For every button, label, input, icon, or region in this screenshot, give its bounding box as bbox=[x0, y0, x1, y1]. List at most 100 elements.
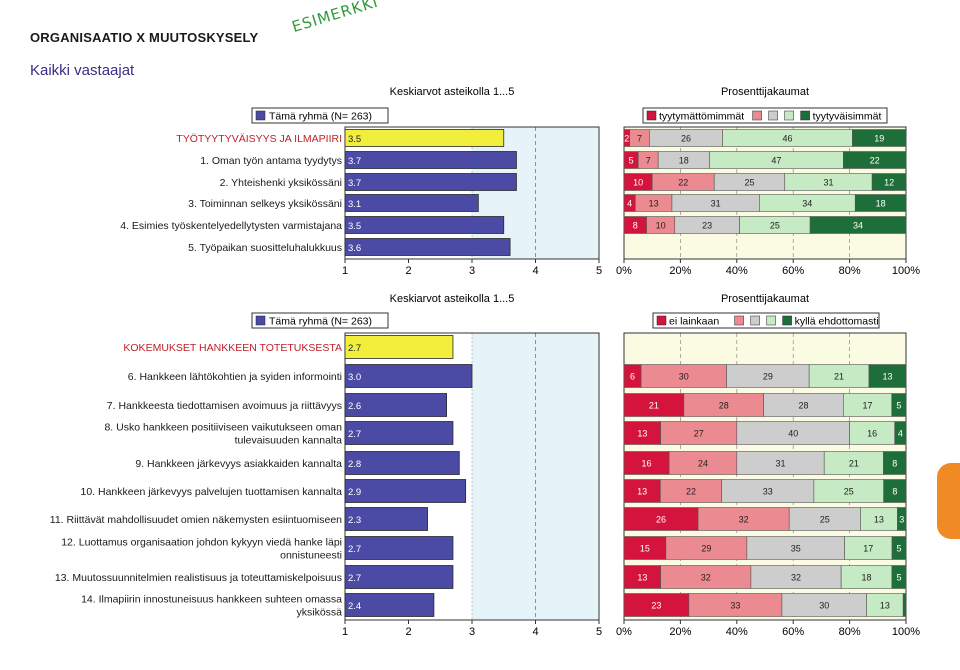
mean-value-label: 2.7 bbox=[348, 429, 361, 440]
x-tick-label: 3 bbox=[469, 265, 475, 277]
mean-bar bbox=[344, 194, 479, 212]
percent-label: 4 bbox=[898, 429, 903, 439]
legend-label: Tämä ryhmä (N= 263) bbox=[269, 316, 372, 328]
percent-label: 29 bbox=[763, 372, 773, 382]
percent-label: 23 bbox=[702, 221, 712, 231]
percent-label: 31 bbox=[823, 178, 833, 188]
percent-label: 24 bbox=[698, 459, 708, 469]
category-label: 12. Luottamus organisaation johdon kykyy… bbox=[61, 537, 342, 549]
mean-bar bbox=[344, 151, 517, 169]
mean-bar bbox=[344, 421, 454, 445]
percent-label: 31 bbox=[776, 459, 786, 469]
percent-label: 47 bbox=[771, 156, 781, 166]
percent-label: 5 bbox=[897, 544, 902, 554]
percent-label: 26 bbox=[656, 515, 666, 525]
percent-label: 30 bbox=[819, 601, 829, 611]
percent-label: 10 bbox=[656, 221, 666, 231]
legend-label: Tämä ryhmä (N= 263) bbox=[269, 111, 372, 123]
side-tab-marker[interactable] bbox=[937, 463, 960, 539]
legend-swatch bbox=[766, 315, 776, 326]
percent-label: 34 bbox=[853, 221, 863, 231]
mean-value-label: 2.7 bbox=[348, 544, 361, 555]
category-label: 11. Riittävät mahdollisuudet omien näkem… bbox=[50, 514, 342, 526]
mean-value-label: 3.5 bbox=[348, 134, 361, 145]
percent-label: 25 bbox=[744, 178, 754, 188]
percent-segment bbox=[891, 565, 907, 589]
mean-value-label: 2.4 bbox=[348, 601, 361, 612]
legend-swatch bbox=[752, 110, 762, 121]
mean-value-label: 2.7 bbox=[348, 343, 361, 354]
chart-title: Keskiarvot asteikolla 1...5 bbox=[390, 293, 515, 305]
percent-label: 16 bbox=[642, 459, 652, 469]
percent-label: 10 bbox=[633, 178, 643, 188]
legend-label: tyytymättömimmät bbox=[659, 111, 744, 123]
legend-swatch bbox=[784, 110, 794, 121]
legend-box bbox=[251, 312, 389, 329]
percent-label: 7 bbox=[646, 156, 651, 166]
mean-bar bbox=[344, 507, 428, 531]
percent-label: 25 bbox=[770, 221, 780, 231]
category-label: 6. Hankkeen lähtökohtien ja syiden infor… bbox=[128, 371, 342, 383]
legend-swatch bbox=[782, 315, 792, 326]
category-label: 9. Hankkeen järkevyys asiakkaiden kannal… bbox=[135, 458, 342, 470]
percent-label: 3 bbox=[899, 515, 904, 525]
percent-segment bbox=[894, 421, 907, 445]
percent-label: 34 bbox=[802, 199, 812, 209]
percent-segment bbox=[852, 129, 907, 147]
percent-label: 32 bbox=[701, 573, 711, 583]
percent-label: 33 bbox=[763, 487, 773, 497]
x-tick-label: 4 bbox=[532, 265, 538, 277]
x-tick-label: 60% bbox=[782, 626, 804, 638]
percent-segment bbox=[897, 507, 907, 531]
percent-label: 13 bbox=[880, 601, 890, 611]
chart-title: Prosenttijakaumat bbox=[721, 86, 809, 98]
percent-label: 19 bbox=[874, 134, 884, 144]
percent-label: 12 bbox=[884, 178, 894, 188]
percent-label: 8 bbox=[633, 221, 638, 231]
mean-bar bbox=[344, 479, 467, 503]
legend-swatch bbox=[750, 315, 760, 326]
percent-label: 46 bbox=[783, 134, 793, 144]
percent-label: 27 bbox=[694, 429, 704, 439]
mean-bar bbox=[344, 364, 473, 388]
percent-segment bbox=[843, 151, 907, 169]
plot-area-white bbox=[345, 127, 472, 259]
x-tick-label: 20% bbox=[669, 265, 691, 277]
legend-swatch bbox=[768, 110, 778, 121]
percent-label: 5 bbox=[629, 156, 634, 166]
mean-value-label: 3.7 bbox=[348, 178, 361, 189]
page-subtitle: Kaikki vastaajat bbox=[30, 62, 135, 79]
percent-segment bbox=[871, 173, 907, 191]
x-tick-label: 5 bbox=[596, 626, 602, 638]
legend-label: ei lainkaan bbox=[669, 316, 719, 328]
x-tick-label: 100% bbox=[892, 626, 920, 638]
percent-label: 8 bbox=[892, 459, 897, 469]
percent-label: 2 bbox=[624, 134, 629, 144]
plot-frame bbox=[623, 332, 907, 621]
percent-label: 6 bbox=[630, 372, 635, 382]
mean-bar bbox=[344, 536, 454, 560]
percent-segment bbox=[868, 364, 907, 388]
category-label: onnistuneesti bbox=[280, 550, 342, 562]
legend-box bbox=[652, 312, 880, 329]
mean-chart-satisfaction: Keskiarvot asteikolla 1...5 Tämä ryhmä (N… bbox=[120, 86, 602, 277]
mean-chart-project: Keskiarvot asteikolla 1...5 Tämä ryhmä (N… bbox=[50, 293, 602, 638]
percent-label: 17 bbox=[863, 401, 873, 411]
mean-bar bbox=[344, 565, 454, 589]
percent-label: 8 bbox=[892, 487, 897, 497]
category-label: 13. Muutossuunnitelmien realistisuus ja … bbox=[55, 572, 342, 584]
percent-label: 18 bbox=[862, 573, 872, 583]
legend-label: kyllä ehdottomasti bbox=[795, 316, 879, 328]
x-tick-label: 80% bbox=[839, 626, 861, 638]
percent-label: 16 bbox=[867, 429, 877, 439]
x-tick-label: 2 bbox=[405, 626, 411, 638]
percent-label: 32 bbox=[791, 573, 801, 583]
percent-label: 18 bbox=[679, 156, 689, 166]
percent-label: 13 bbox=[637, 487, 647, 497]
mean-value-label: 3.7 bbox=[348, 156, 361, 167]
category-label: 1. Oman työn antama tyydytys bbox=[200, 155, 342, 167]
percent-label: 5 bbox=[896, 573, 901, 583]
percent-label: 4 bbox=[627, 199, 632, 209]
